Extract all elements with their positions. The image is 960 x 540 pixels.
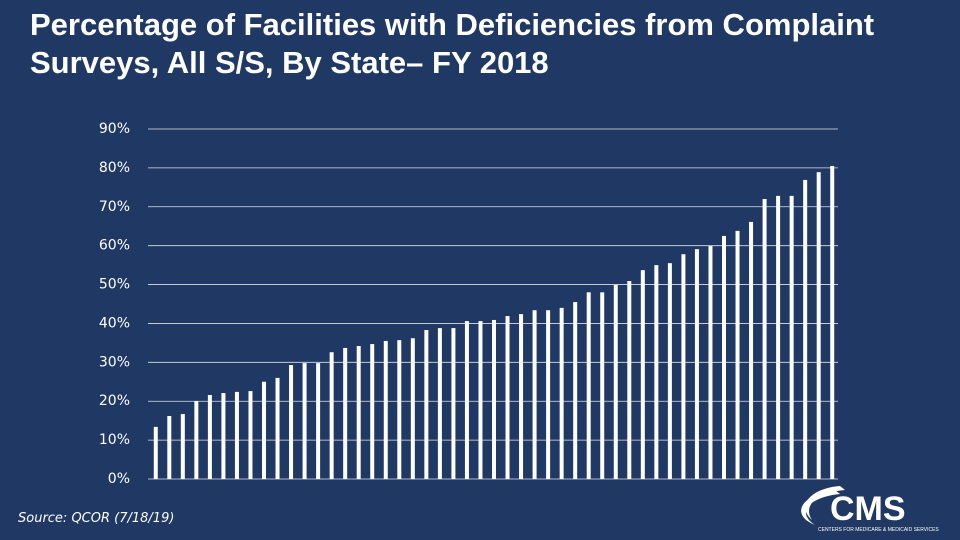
bar bbox=[356, 346, 361, 479]
bar bbox=[410, 338, 415, 479]
source-note: Source: QCOR (7/18/19) bbox=[18, 511, 174, 526]
bar bbox=[370, 344, 375, 479]
bar bbox=[329, 352, 334, 479]
y-tick-label: 30% bbox=[99, 354, 130, 370]
bar bbox=[492, 319, 496, 479]
y-tick-label: 0% bbox=[108, 471, 130, 487]
bar bbox=[681, 254, 686, 479]
chart-title: Percentage of Facilities with Deficienci… bbox=[30, 7, 875, 80]
bar bbox=[816, 172, 821, 479]
bar bbox=[262, 381, 266, 479]
bar bbox=[613, 284, 618, 479]
bar bbox=[248, 391, 253, 479]
y-tick-label: 70% bbox=[99, 199, 130, 215]
bar bbox=[694, 249, 699, 479]
bar bbox=[397, 340, 402, 479]
bar bbox=[194, 401, 199, 479]
bar bbox=[505, 316, 510, 479]
bar bbox=[722, 235, 726, 479]
logo: CMS CENTERS FOR MEDICARE & MEDICAID SERV… bbox=[801, 486, 939, 533]
y-tick-label: 60% bbox=[99, 238, 130, 254]
bar bbox=[167, 416, 172, 479]
bar bbox=[316, 363, 321, 479]
y-tick-label: 50% bbox=[99, 277, 130, 293]
bar bbox=[830, 165, 835, 479]
bar bbox=[207, 395, 212, 479]
bar bbox=[627, 281, 632, 479]
y-tick-label: 80% bbox=[99, 160, 130, 176]
bar bbox=[302, 363, 307, 479]
bar bbox=[667, 263, 672, 479]
bar bbox=[586, 292, 591, 479]
bar bbox=[640, 270, 645, 479]
bar bbox=[708, 246, 713, 479]
logo-tagline: CENTERS FOR MEDICARE & MEDICAID SERVICES bbox=[818, 527, 939, 533]
bar bbox=[221, 393, 226, 479]
bar bbox=[383, 340, 388, 479]
bar bbox=[546, 310, 551, 479]
bar bbox=[789, 195, 794, 479]
bar bbox=[654, 265, 659, 479]
bar bbox=[451, 328, 456, 479]
bar bbox=[289, 365, 294, 479]
bar bbox=[424, 330, 429, 479]
y-tick-label: 10% bbox=[99, 432, 130, 448]
y-tick-label: 90% bbox=[99, 121, 130, 137]
bar bbox=[464, 321, 469, 479]
bar bbox=[735, 230, 740, 479]
bar bbox=[343, 347, 348, 479]
bar bbox=[437, 328, 442, 479]
bar bbox=[776, 195, 781, 479]
y-tick-label: 40% bbox=[99, 315, 130, 331]
logo-text: CMS bbox=[830, 490, 906, 528]
y-tick-label: 20% bbox=[99, 393, 130, 409]
bar bbox=[478, 321, 483, 479]
bar bbox=[559, 307, 564, 479]
bar bbox=[153, 426, 158, 479]
bar bbox=[234, 391, 239, 479]
bar bbox=[803, 179, 808, 479]
bar bbox=[275, 377, 280, 479]
bar bbox=[532, 310, 537, 479]
bar bbox=[600, 292, 605, 479]
logo-swoosh bbox=[805, 486, 845, 520]
bar bbox=[519, 314, 524, 479]
bar bbox=[762, 199, 767, 479]
bar bbox=[749, 221, 754, 479]
bar bbox=[573, 302, 578, 479]
bar bbox=[180, 414, 185, 479]
